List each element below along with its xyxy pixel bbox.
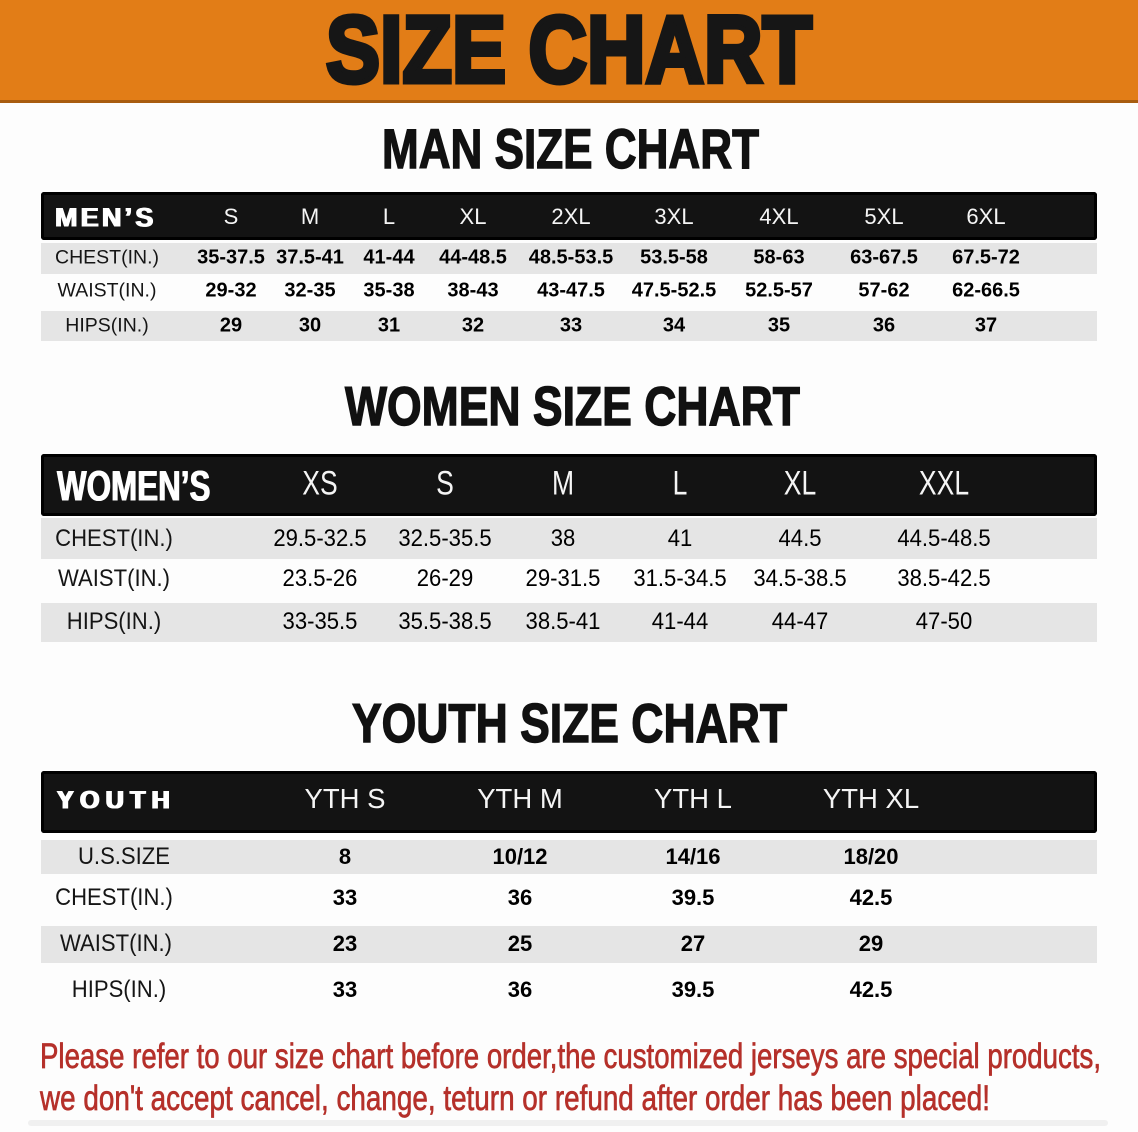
svg-text:we don't accept cancel, change: we don't accept cancel, change, teturn o… (39, 1078, 990, 1118)
svg-text:SIZE CHART: SIZE CHART (326, 0, 812, 103)
svg-text:Please refer to our size chart: Please refer to our size chart before or… (40, 1036, 1101, 1076)
svg-text:YOUTH SIZE CHART: YOUTH SIZE CHART (352, 692, 787, 754)
svg-text:WOMEN SIZE CHART: WOMEN SIZE CHART (345, 375, 800, 437)
svg-text:MAN SIZE CHART: MAN SIZE CHART (382, 117, 759, 180)
